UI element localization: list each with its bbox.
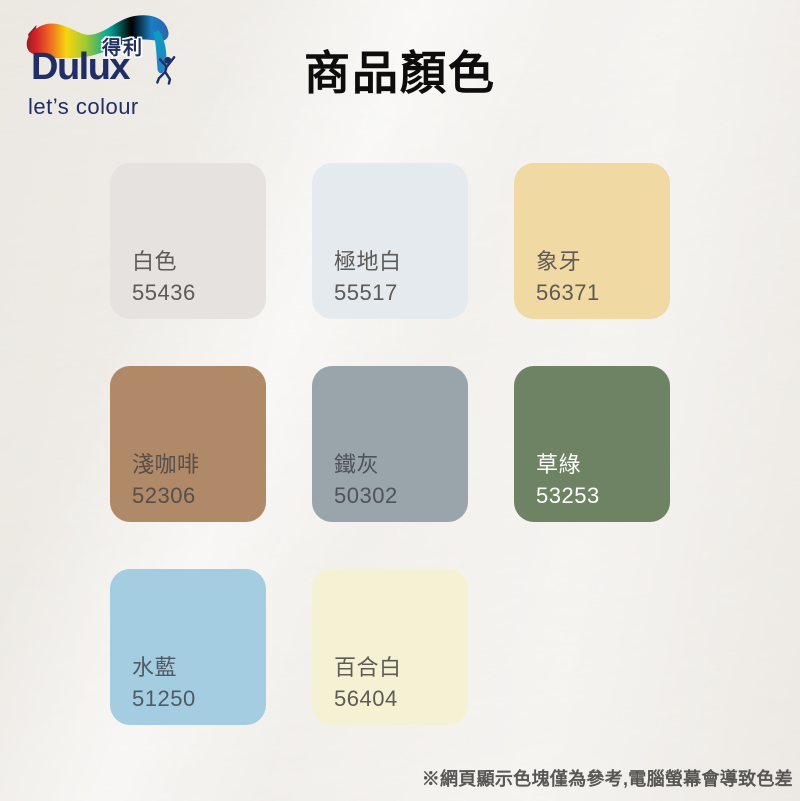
swatch-code: 56404	[334, 686, 398, 711]
swatch-name: 極地白	[334, 249, 402, 274]
swatch-name: 草綠	[536, 452, 582, 477]
swatch-label: 百合白 56404	[334, 652, 402, 714]
color-swatch-ivory: 象牙 56371	[514, 163, 670, 319]
swatch-code: 56371	[536, 280, 600, 305]
color-swatch-light-coffee: 淺咖啡 52306	[110, 366, 266, 522]
logo-tagline: let’s colour	[28, 94, 139, 119]
swatch-code: 53253	[536, 483, 600, 508]
swatch-label: 草綠 53253	[536, 449, 600, 511]
swatch-name: 鐵灰	[334, 452, 380, 477]
color-swatch-water-blue: 水藍 51250	[110, 569, 266, 725]
swatch-label: 水藍 51250	[132, 652, 196, 714]
color-disclaimer: ※網頁顯示色塊僅為參考,電腦螢幕會導致色差	[421, 769, 793, 789]
swatch-name: 百合白	[334, 655, 402, 680]
logo-brand-text: Dulux	[31, 46, 131, 88]
swatch-code: 51250	[132, 686, 196, 711]
paint-swoosh-icon	[26, 15, 176, 85]
color-swatch-grid: 白色 55436 極地白 55517 象牙 56371 淺咖啡 52306	[110, 163, 670, 725]
swatch-label: 白色 55436	[132, 246, 196, 308]
page-title: 商品顏色	[304, 47, 496, 99]
swatch-code: 55517	[334, 280, 398, 305]
swatch-name: 白色	[132, 249, 178, 274]
swatch-code: 55436	[132, 280, 196, 305]
swatch-name: 象牙	[536, 249, 582, 274]
swatch-label: 象牙 56371	[536, 246, 600, 308]
swatch-label: 淺咖啡 52306	[132, 449, 200, 511]
dancing-figure-icon	[156, 56, 176, 85]
color-swatch-white: 白色 55436	[110, 163, 266, 319]
color-swatch-grass-green: 草綠 53253	[514, 366, 670, 522]
swatch-label: 鐵灰 50302	[334, 449, 398, 511]
swatch-code: 50302	[334, 483, 398, 508]
swatch-label: 極地白 55517	[334, 246, 402, 308]
color-swatch-lily-white: 百合白 56404	[312, 569, 468, 725]
dulux-logo[interactable]: Dulux 得利 let’s colour	[26, 12, 206, 124]
swatch-name: 水藍	[132, 655, 178, 680]
swatch-name: 淺咖啡	[132, 452, 200, 477]
color-swatch-iron-grey: 鐵灰 50302	[312, 366, 468, 522]
color-swatch-polar-white: 極地白 55517	[312, 163, 468, 319]
logo-brand-chinese: 得利	[102, 38, 145, 59]
swatch-code: 52306	[132, 483, 196, 508]
